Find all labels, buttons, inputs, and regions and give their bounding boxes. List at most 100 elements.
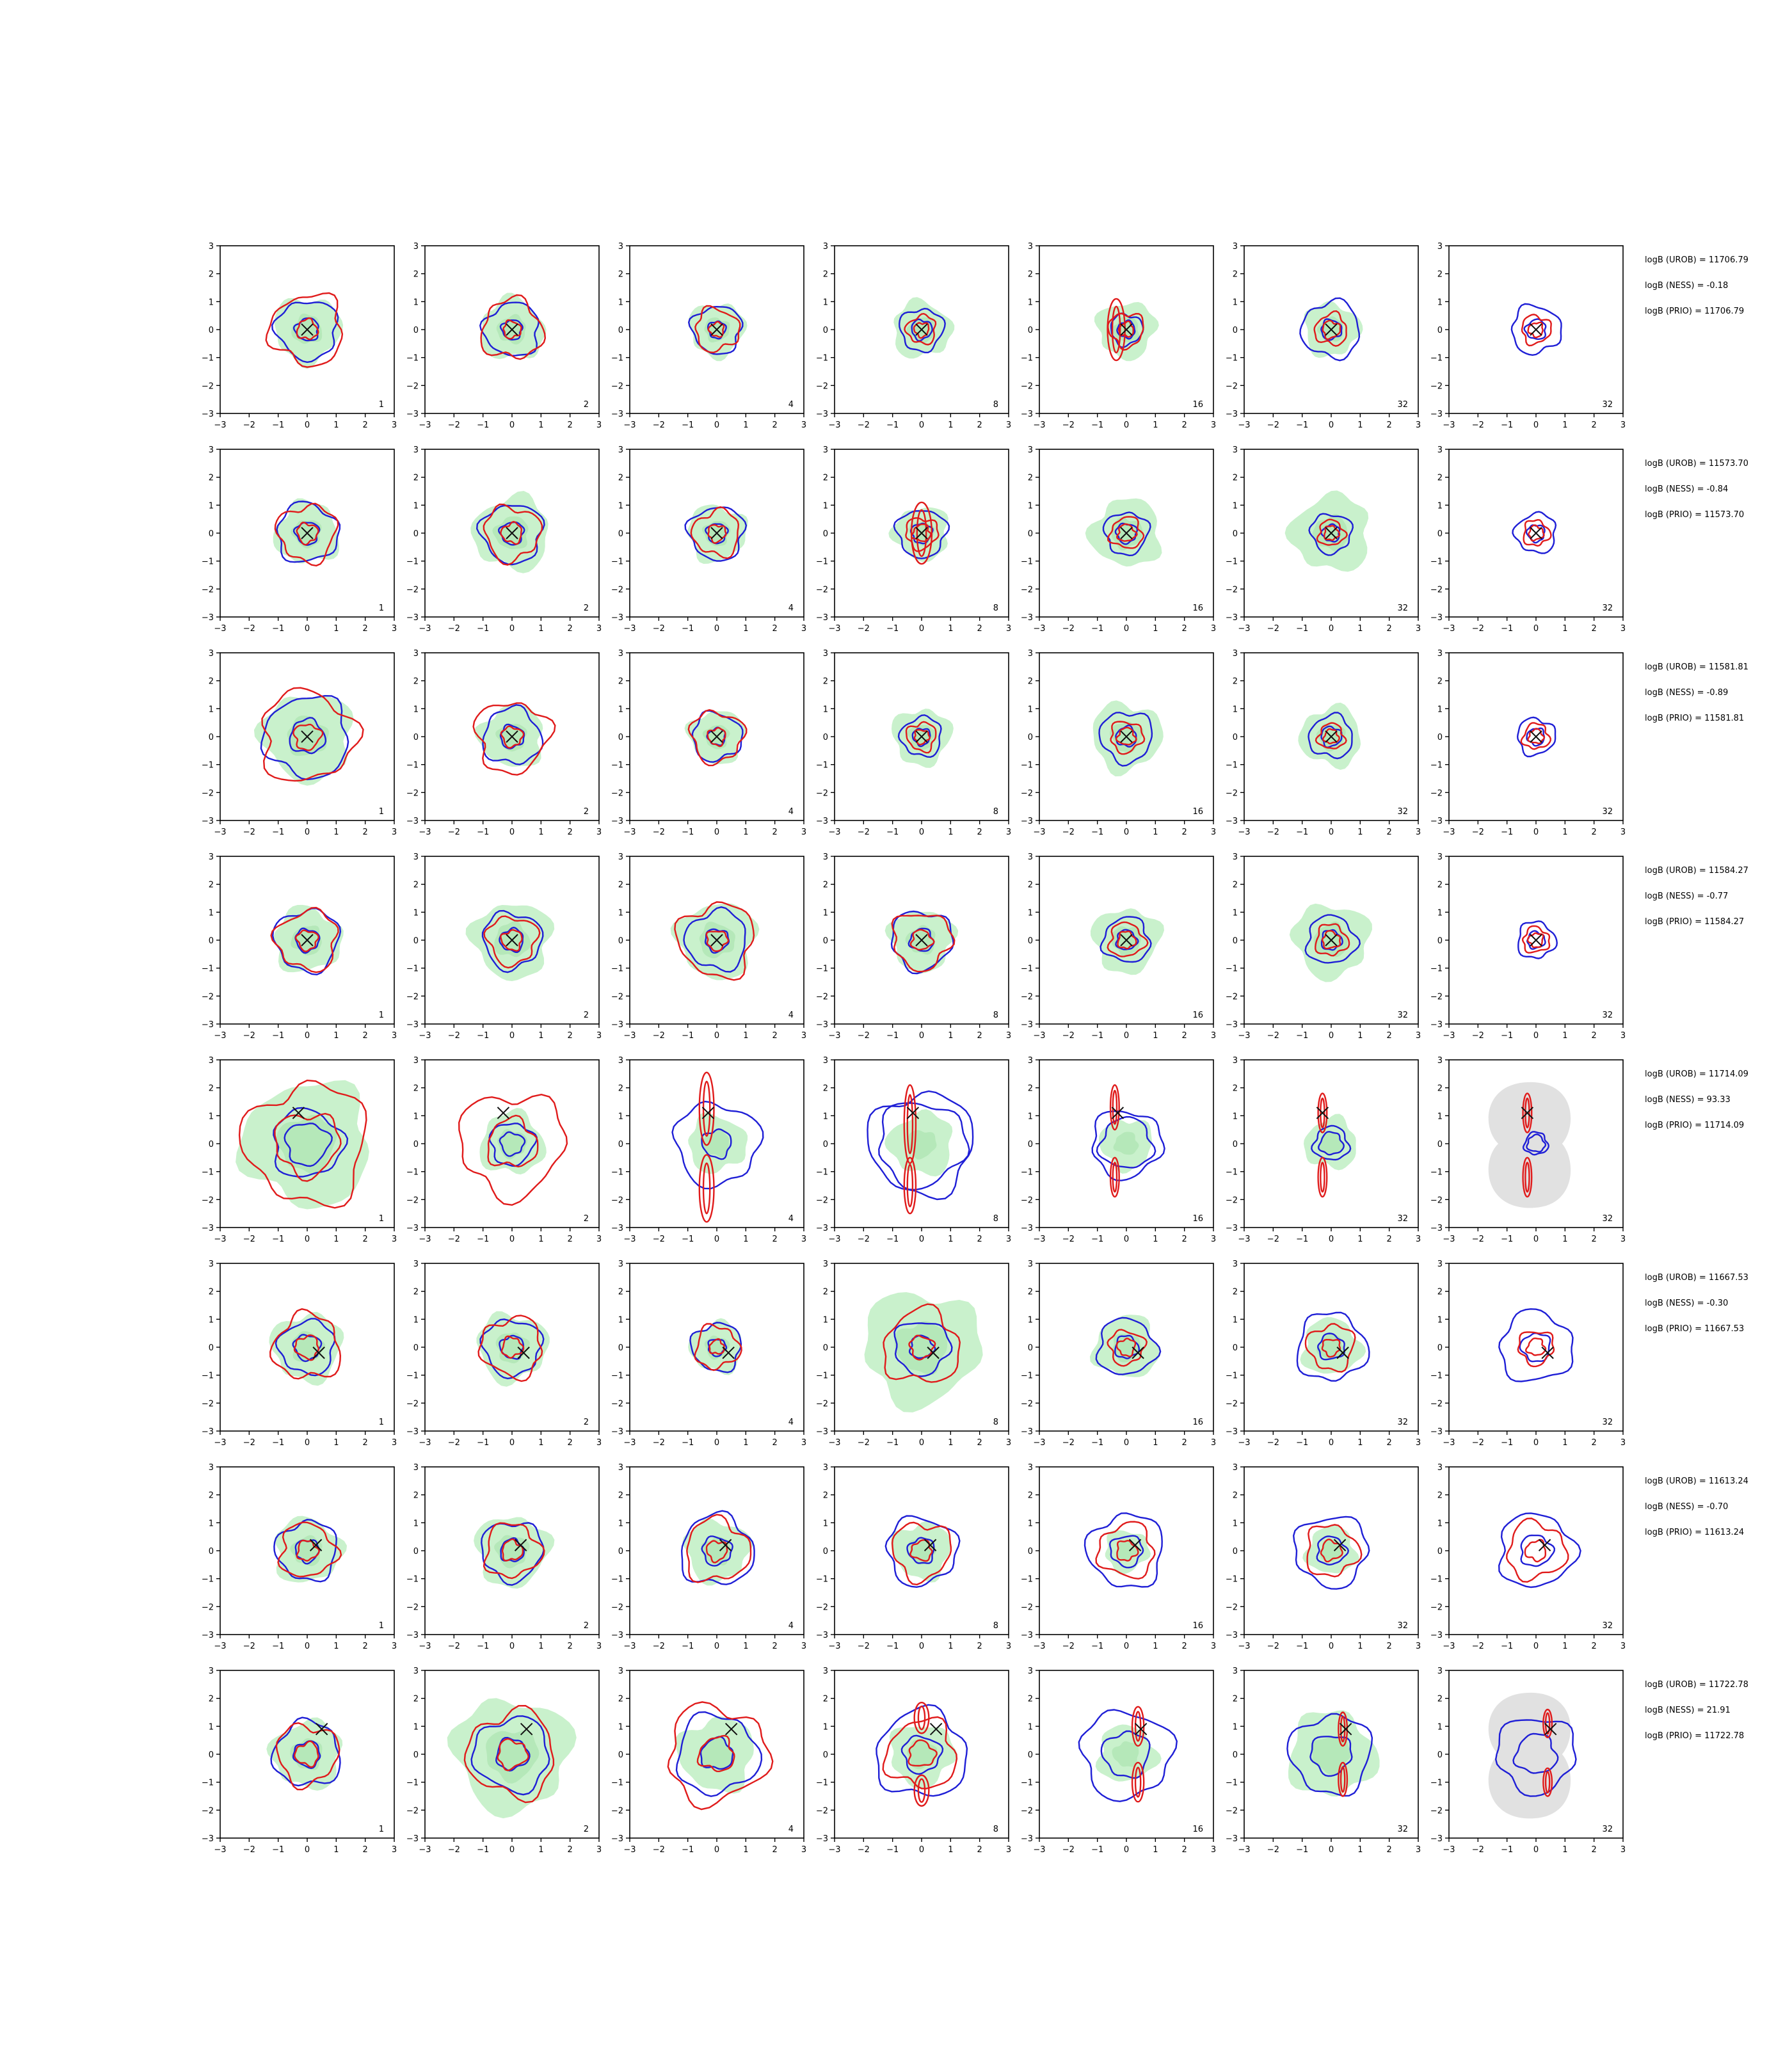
red-contour (707, 726, 726, 748)
y-tick-label: −3 (1226, 613, 1238, 623)
x-tick-label: 0 (1533, 828, 1539, 837)
y-tick-label: 0 (1028, 326, 1033, 335)
y-tick-label: −1 (816, 964, 828, 974)
x-tick-label: 2 (1387, 420, 1392, 430)
y-tick-label: −3 (1021, 1631, 1033, 1640)
y-tick-label: 1 (413, 1112, 419, 1121)
y-tick-label: 1 (823, 298, 828, 307)
y-tick-label: 1 (1028, 908, 1033, 918)
x-tick-label: −1 (1501, 828, 1513, 837)
x-tick-label: −3 (1238, 828, 1250, 837)
blue-contour (1498, 1308, 1574, 1382)
true-value-marker (1541, 1347, 1554, 1359)
x-tick-label: 0 (1124, 828, 1129, 837)
y-tick-label: 1 (1233, 1112, 1238, 1121)
red-contour (292, 723, 324, 751)
y-tick-label: −3 (1226, 1020, 1238, 1030)
x-tick-label: −1 (682, 1642, 694, 1651)
sample-count-label: 8 (993, 1418, 998, 1427)
x-tick-label: −3 (419, 1438, 431, 1448)
x-tick-label: 0 (714, 1845, 719, 1855)
y-tick-label: −3 (1021, 1834, 1033, 1844)
x-tick-label: 2 (568, 1438, 573, 1448)
red-contour (1107, 921, 1149, 957)
x-tick-label: −1 (1091, 624, 1103, 634)
y-tick-label: 0 (209, 326, 214, 335)
logb-stat: logB (UROB) = 11573.70 (1645, 459, 1748, 468)
y-tick-label: 2 (618, 1084, 623, 1094)
y-tick-label: 0 (413, 936, 419, 946)
x-tick-label: 3 (1620, 1845, 1626, 1855)
x-tick-label: 2 (1182, 1845, 1187, 1855)
y-tick-label: 3 (1028, 1667, 1033, 1676)
y-tick-label: 3 (209, 852, 214, 862)
true-value-marker (1325, 323, 1338, 336)
red-contour (1526, 932, 1544, 948)
y-tick-label: 2 (413, 270, 419, 280)
panel-r6-c6: −3−3 −2 −2 −1 −1 0 0 1 1 2 2 3 3 32 (1226, 1260, 1421, 1448)
panel-r5-c1: −3−3 −2 −2 −1 −1 0 0 1 1 2 2 3 3 1 (202, 1056, 397, 1244)
true-value-marker (1128, 1539, 1142, 1551)
y-tick-label: −1 (611, 1575, 623, 1585)
x-tick-label: 3 (1006, 1642, 1011, 1651)
x-tick-label: 1 (1357, 1438, 1363, 1448)
y-tick-label: −3 (1021, 410, 1033, 419)
sample-count-label: 2 (584, 1214, 589, 1224)
red-contour (261, 687, 364, 782)
y-tick-label: 3 (1028, 852, 1033, 862)
blue-contour (273, 1519, 337, 1583)
y-tick-label: 2 (209, 474, 214, 483)
x-tick-label: 1 (1357, 1235, 1363, 1244)
y-tick-label: −3 (406, 1631, 419, 1640)
red-mode-contour-inner (1112, 1162, 1118, 1193)
x-tick-label: 0 (919, 1845, 924, 1855)
sample-count-label: 32 (1602, 1418, 1613, 1427)
y-tick-label: −2 (1430, 1603, 1443, 1612)
red-mode-contour-inner (1524, 1097, 1530, 1129)
x-tick-label: 3 (1006, 1438, 1011, 1448)
sample-count-label: 32 (1397, 1825, 1408, 1834)
panel-r4-c4: −3−3 −2 −2 −1 −1 0 0 1 1 2 2 3 3 8 (816, 852, 1011, 1041)
x-tick-label: −3 (828, 1235, 840, 1244)
x-tick-label: −2 (243, 828, 255, 837)
x-tick-label: 0 (305, 1235, 310, 1244)
red-mode-contour (903, 1084, 917, 1164)
red-contour (1306, 1524, 1363, 1578)
y-tick-label: −1 (816, 1779, 828, 1788)
row-stats-6: logB (UROB) = 11667.53 logB (NESS) = -0.3… (1645, 1273, 1748, 1334)
y-tick-label: −1 (1226, 354, 1238, 364)
y-tick-label: 3 (618, 852, 623, 862)
true-value-marker (312, 1347, 325, 1359)
y-tick-label: −1 (202, 1575, 214, 1585)
x-tick-label: −2 (1267, 1438, 1279, 1448)
x-tick-label: −1 (1091, 828, 1103, 837)
x-tick-label: 0 (305, 420, 310, 430)
x-tick-label: −2 (653, 1235, 665, 1244)
blue-contour (1078, 1709, 1178, 1802)
x-tick-label: 0 (1124, 624, 1129, 634)
x-tick-label: −1 (1296, 624, 1308, 634)
red-contour (1316, 518, 1348, 546)
y-tick-label: 0 (823, 1140, 828, 1149)
red-contour (269, 1308, 342, 1380)
logb-stat: logB (NESS) = -0.77 (1645, 892, 1728, 901)
red-contour (458, 1093, 568, 1206)
y-tick-label: −3 (816, 1427, 828, 1437)
x-tick-label: −2 (1267, 624, 1279, 634)
y-tick-label: 1 (618, 298, 623, 307)
x-tick-label: 0 (1124, 1031, 1129, 1041)
y-tick-label: 1 (1028, 1519, 1033, 1528)
row-stats-3: logB (UROB) = 11581.81 logB (NESS) = -0.8… (1645, 662, 1748, 723)
blue-contour (1292, 1516, 1370, 1590)
red-mode-contour (1317, 1156, 1328, 1198)
panel-r8-c1: −3−3 −2 −2 −1 −1 0 0 1 1 2 2 3 3 1 (202, 1667, 397, 1855)
x-tick-label: 0 (714, 1438, 719, 1448)
blue-contour (292, 522, 321, 546)
y-tick-label: 0 (1233, 1547, 1238, 1556)
blue-contour (292, 1740, 321, 1770)
y-tick-label: −2 (406, 1196, 419, 1205)
y-tick-label: 0 (823, 1750, 828, 1760)
y-tick-label: −1 (611, 761, 623, 771)
x-tick-label: 1 (333, 624, 339, 634)
blue-contour (1084, 1512, 1163, 1588)
